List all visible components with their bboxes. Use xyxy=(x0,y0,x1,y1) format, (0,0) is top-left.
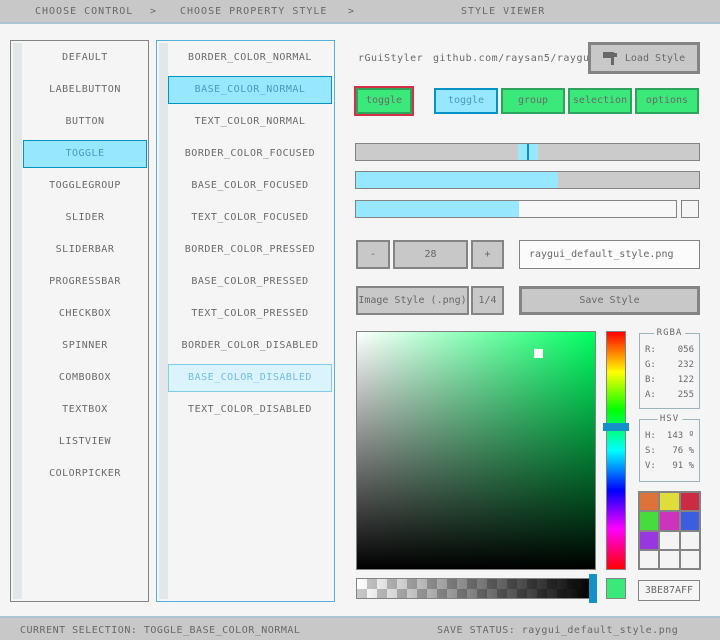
property-item-base_color_pressed[interactable]: BASE_COLOR_PRESSED xyxy=(191,276,309,287)
ratio-button[interactable]: 1/4 xyxy=(471,286,504,315)
toggle-group-item-group[interactable]: group xyxy=(501,88,565,114)
alpha-slider-handle[interactable] xyxy=(589,574,597,603)
hsv-v-row: V: 91 % xyxy=(645,461,694,471)
spinner-value[interactable]: 28 xyxy=(393,240,468,269)
palette-cell-9[interactable] xyxy=(640,550,659,568)
palette-cell-2[interactable] xyxy=(680,493,699,511)
palette-cell-3[interactable] xyxy=(640,512,659,530)
rgba-title: RGBA xyxy=(653,328,686,338)
control-item-listview[interactable]: LISTVIEW xyxy=(58,436,112,447)
property-item-border_color_focused[interactable]: BORDER_COLOR_FOCUSED xyxy=(184,148,316,159)
toggle-group-item-options[interactable]: options xyxy=(635,88,699,114)
toggle-group-item-toggle[interactable]: toggle xyxy=(434,88,498,114)
hsv-h-row: H: 143 º xyxy=(645,431,694,441)
save-style-button[interactable]: Save Style xyxy=(519,286,700,315)
hue-slider-handle[interactable] xyxy=(603,422,629,431)
color-picker-cursor[interactable] xyxy=(533,349,543,359)
chevron-right-icon: > xyxy=(150,6,158,17)
control-item-default[interactable]: DEFAULT xyxy=(62,52,108,63)
control-item-slider[interactable]: SLIDER xyxy=(65,212,105,223)
hex-color-input[interactable] xyxy=(638,580,700,601)
hue-bar[interactable] xyxy=(603,331,629,570)
image-style-button[interactable]: Image Style (.png) xyxy=(356,286,469,315)
status-bar: CURRENT SELECTION: TOGGLE_BASE_COLOR_NOR… xyxy=(0,616,720,640)
controls-scrollbar[interactable] xyxy=(13,43,22,599)
properties-listview: BORDER_COLOR_NORMAL BASE_COLOR_NORMAL TEXT… xyxy=(156,40,335,602)
hsv-values: H: 143 º S: 76 % V: 91 % xyxy=(640,429,699,474)
palette-cell-11[interactable] xyxy=(680,550,699,568)
rgba-a-row: A: 255 xyxy=(645,390,694,400)
property-item-text_color_normal[interactable]: TEXT_COLOR_NORMAL xyxy=(194,116,306,127)
control-item-sliderbar[interactable]: SLIDERBAR xyxy=(55,244,115,255)
rgba-b-row: B: 122 xyxy=(645,375,694,385)
control-item-button[interactable]: BUTTON xyxy=(65,116,105,127)
toggle-preview-button[interactable]: toggle xyxy=(356,88,412,114)
property-item-base_color_disabled[interactable]: BASE_COLOR_DISABLED xyxy=(168,364,332,392)
header-style-viewer: STYLE VIEWER xyxy=(461,6,546,17)
slider[interactable] xyxy=(355,143,700,161)
rgba-g-row: G: 232 xyxy=(645,360,694,370)
spinner-increase-button[interactable]: + xyxy=(471,240,504,269)
filename-input[interactable] xyxy=(519,240,700,269)
control-item-spinner[interactable]: SPINNER xyxy=(62,340,108,351)
progress-bar xyxy=(355,200,677,218)
controls-listview: DEFAULT LABELBUTTON BUTTON TOGGLE TOGGLEGROU… xyxy=(10,40,149,602)
property-item-base_color_focused[interactable]: BASE_COLOR_FOCUSED xyxy=(191,180,309,191)
palette-cell-6[interactable] xyxy=(640,531,659,549)
properties-scrollbar[interactable] xyxy=(159,43,168,599)
property-item-text_color_focused[interactable]: TEXT_COLOR_FOCUSED xyxy=(191,212,309,223)
slider-handle[interactable] xyxy=(517,144,538,160)
color-saturation-value-panel[interactable] xyxy=(356,331,596,570)
toggle-group: toggle group selection options xyxy=(434,88,699,114)
header-choose-control: CHOOSE CONTROL xyxy=(35,6,134,17)
palette-cell-5[interactable] xyxy=(680,512,699,530)
palette-cell-7[interactable] xyxy=(660,531,679,549)
control-item-labelbutton[interactable]: LABELBUTTON xyxy=(49,84,121,95)
control-item-progressbar[interactable]: PROGRESSBAR xyxy=(49,276,121,287)
palette-cell-4[interactable] xyxy=(660,512,679,530)
palette-cell-0[interactable] xyxy=(640,493,659,511)
palette-cell-1[interactable] xyxy=(660,493,679,511)
property-item-text_color_disabled[interactable]: TEXT_COLOR_DISABLED xyxy=(188,404,312,415)
hsv-title: HSV xyxy=(656,414,683,424)
property-item-text_color_pressed[interactable]: TEXT_COLOR_PRESSED xyxy=(191,308,309,319)
load-style-button[interactable]: Load Style xyxy=(588,42,700,74)
toggle-group-item-selection[interactable]: selection xyxy=(568,88,632,114)
current-selection-status: CURRENT SELECTION: TOGGLE_BASE_COLOR_NOR… xyxy=(20,625,301,636)
rgba-r-row: R: 056 xyxy=(645,345,694,355)
app-title: rGuiStyler xyxy=(358,53,424,64)
selected-color-swatch xyxy=(606,578,626,599)
alpha-bar[interactable] xyxy=(356,574,597,603)
repo-link[interactable]: github.com/raysan5/raygui xyxy=(433,53,597,64)
header-choose-property-style: CHOOSE PROPERTY STYLE xyxy=(180,6,328,17)
rgba-groupbox: RGBA R: 056 G: 232 B: 122 A: 255 xyxy=(639,328,700,409)
control-item-textbox[interactable]: TEXTBOX xyxy=(62,404,108,415)
control-item-colorpicker[interactable]: COLORPICKER xyxy=(49,468,121,479)
slider-bar-fill xyxy=(356,172,559,188)
slider-bar[interactable] xyxy=(355,171,700,189)
color-palette-grid xyxy=(638,491,701,570)
property-item-border_color_normal[interactable]: BORDER_COLOR_NORMAL xyxy=(188,52,312,63)
rgba-values: R: 056 G: 232 B: 122 A: 255 xyxy=(640,343,699,403)
property-item-base_color_normal[interactable]: BASE_COLOR_NORMAL xyxy=(168,76,332,104)
chevron-right-icon: > xyxy=(348,6,356,17)
property-item-border_color_pressed[interactable]: BORDER_COLOR_PRESSED xyxy=(184,244,316,255)
save-status: SAVE STATUS: raygui_default_style.png xyxy=(437,625,679,636)
paint-roller-icon xyxy=(602,51,619,66)
control-item-toggle[interactable]: TOGGLE xyxy=(23,140,147,168)
load-style-label: Load Style xyxy=(624,52,686,64)
property-item-border_color_disabled[interactable]: BORDER_COLOR_DISABLED xyxy=(181,340,319,351)
spinner-decrease-button[interactable]: - xyxy=(356,240,390,269)
hsv-s-row: S: 76 % xyxy=(645,446,694,456)
control-item-checkbox[interactable]: CHECKBOX xyxy=(58,308,112,319)
control-item-togglegroup[interactable]: TOGGLEGROUP xyxy=(49,180,121,191)
progress-bar-fill xyxy=(356,201,520,217)
hsv-groupbox: HSV H: 143 º S: 76 % V: 91 % xyxy=(639,414,700,482)
progress-checkbox[interactable] xyxy=(681,200,699,218)
palette-cell-10[interactable] xyxy=(660,550,679,568)
header-bar: CHOOSE CONTROL > CHOOSE PROPERTY STYLE >… xyxy=(0,0,720,24)
control-item-combobox[interactable]: COMBOBOX xyxy=(58,372,112,383)
palette-cell-8[interactable] xyxy=(680,531,699,549)
